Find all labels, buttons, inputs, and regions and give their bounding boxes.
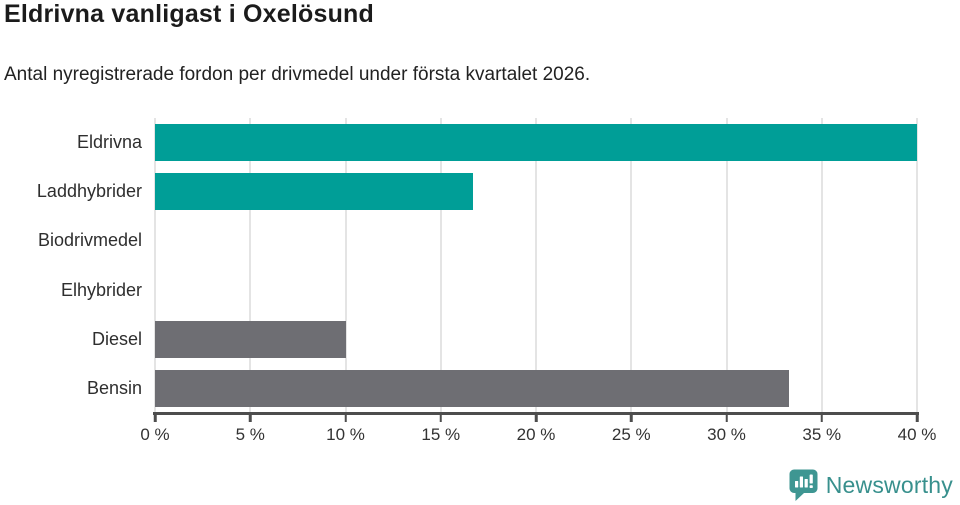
- gridline: [154, 118, 156, 413]
- y-axis-label: Diesel: [91, 328, 142, 349]
- x-tick-mark: [630, 415, 633, 422]
- x-tick-mark: [344, 415, 347, 422]
- newsworthy-logo-text: Newsworthy: [825, 471, 953, 498]
- x-tick-mark: [725, 415, 728, 422]
- gridline: [439, 118, 442, 413]
- x-tick-mark: [534, 415, 538, 422]
- gridline: [820, 118, 823, 413]
- x-tick-label: 35 %: [802, 425, 842, 444]
- y-axis-label: Bensin: [86, 377, 142, 398]
- gridline: [249, 118, 252, 413]
- x-tick-label: 0 %: [140, 425, 170, 444]
- y-axis-label: Laddhybrider: [36, 181, 142, 202]
- gridline: [344, 118, 347, 413]
- newsworthy-bubble-icon: [789, 469, 818, 501]
- gridline: [916, 118, 918, 413]
- chart-subtitle: Antal nyregistrerade fordon per drivmede…: [4, 64, 591, 85]
- y-axis-label: Biodrivmedel: [37, 230, 142, 251]
- x-axis: 0 % 5 % 10 % 15 % 20 % 25 % 30 % 35 % 40 %: [140, 412, 936, 454]
- x-tick-label: 20 %: [516, 425, 556, 444]
- x-tick-mark: [820, 415, 823, 422]
- gridline: [630, 118, 633, 413]
- x-tick-mark: [249, 415, 252, 422]
- x-tick-mark: [153, 415, 157, 422]
- bar: [155, 173, 474, 211]
- x-tick-label: 5 %: [235, 425, 265, 444]
- bar: [155, 320, 346, 358]
- chart-title: Eldrivna vanligast i Oxelösund: [4, 0, 374, 28]
- x-tick-mark: [915, 415, 919, 422]
- bar: [155, 124, 917, 162]
- x-tick-label: 15 %: [421, 425, 461, 444]
- gridline: [535, 118, 537, 413]
- bar: [155, 369, 790, 407]
- x-tick-label: 25 %: [611, 425, 651, 444]
- y-axis-label: Eldrivna: [76, 132, 142, 153]
- x-tick-label: 10 %: [326, 425, 365, 444]
- x-axis-line: [153, 412, 919, 415]
- x-tick-label: 40 %: [897, 425, 937, 444]
- x-tick-label: 30 %: [707, 425, 746, 444]
- y-axis-label: Elhybrider: [60, 279, 142, 300]
- plot-area: Eldrivna Laddhybrider Biodrivmedel Elhybrid…: [37, 118, 918, 413]
- x-tick-mark: [439, 415, 442, 422]
- gridline: [725, 118, 728, 413]
- newsworthy-logo: Newsworthy: [789, 469, 953, 501]
